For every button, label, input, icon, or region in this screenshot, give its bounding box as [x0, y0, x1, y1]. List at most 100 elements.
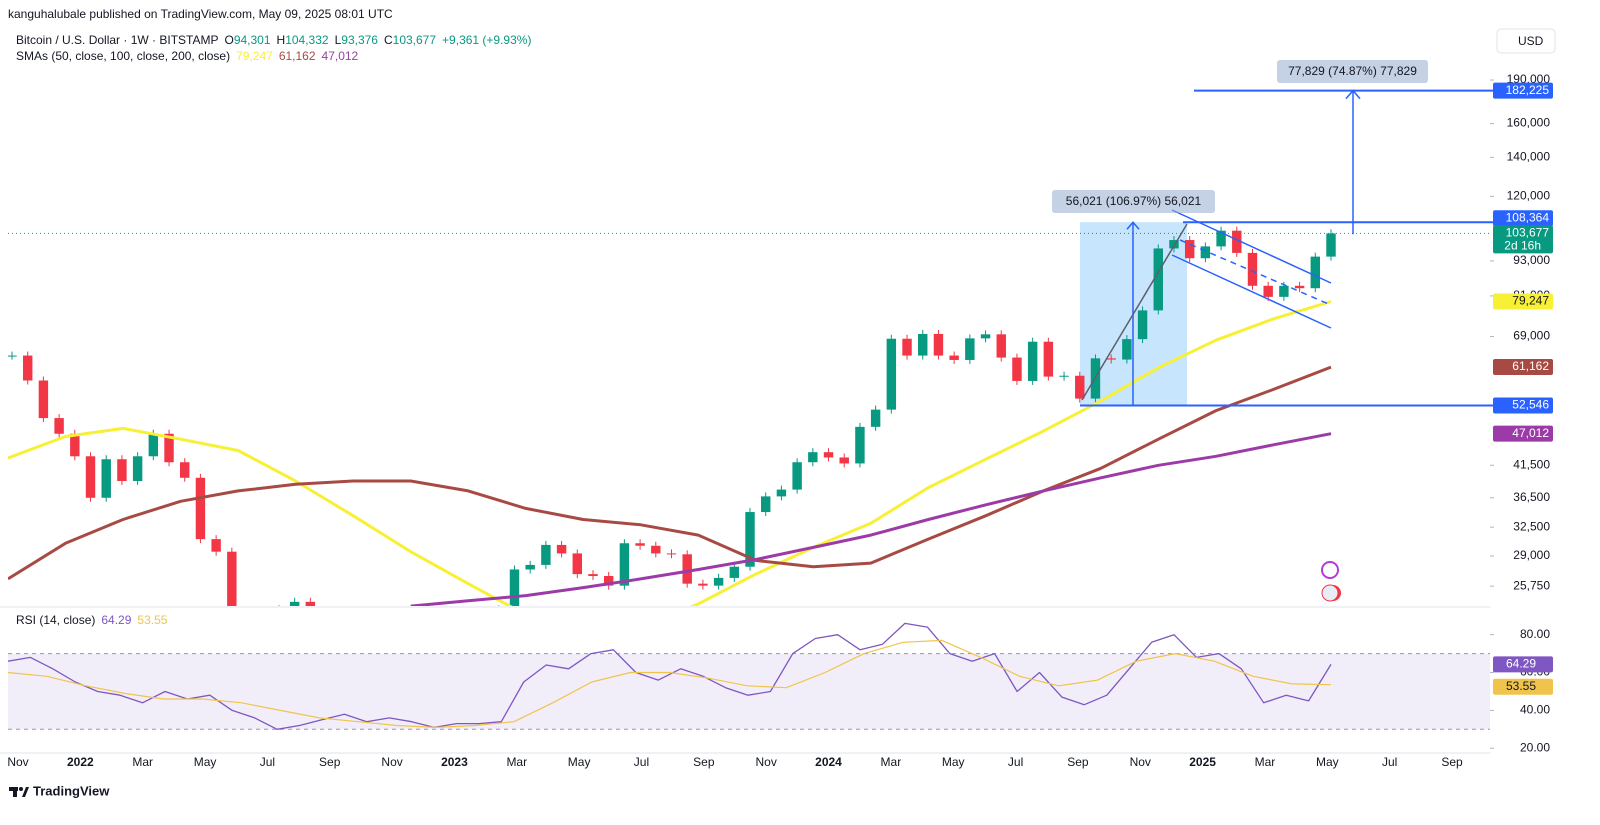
x-tick-label: May	[942, 755, 965, 769]
candle-body	[525, 564, 535, 570]
currency-box[interactable]	[1496, 28, 1556, 54]
candle-body	[949, 355, 959, 360]
candle-body	[556, 544, 567, 554]
candle-body	[572, 553, 582, 575]
sma-legend: SMAs (50, close, 100, close, 200, close)…	[16, 49, 359, 63]
x-tick-label: May	[568, 755, 591, 769]
x-tick-label: Sep	[1067, 755, 1089, 769]
x-tick-label: Nov	[381, 755, 402, 769]
ohlc-key: C	[384, 33, 393, 47]
candle-body	[902, 338, 912, 356]
flag-upper	[1171, 209, 1332, 284]
ohlc-value: 94,301	[234, 33, 271, 47]
price-badge-label: 182,225	[1506, 83, 1550, 97]
arrow-head	[1345, 89, 1361, 100]
candle-body	[70, 433, 80, 457]
candle-body	[996, 334, 1006, 358]
x-tick-label: Jul	[260, 755, 275, 769]
measure-box	[1277, 60, 1428, 83]
rsi-badge	[1493, 656, 1553, 673]
rsi-title: RSI (14, close)	[16, 613, 95, 627]
sma-line	[410, 432, 1332, 606]
candle-body	[651, 545, 661, 554]
candle-body	[1137, 310, 1148, 340]
sma-value: 47,012	[322, 49, 359, 63]
candle-body	[305, 601, 316, 606]
candle-body	[698, 583, 708, 586]
x-tick-label: Mar	[1255, 755, 1276, 769]
y-tick-label: 32,500	[1513, 519, 1550, 533]
rsi-y-tick-label: 40.00	[1520, 703, 1550, 717]
y-tick-label: 29,000	[1513, 548, 1550, 562]
candle-body	[1310, 256, 1321, 289]
sma-value: 79,247	[236, 49, 273, 63]
ohlc-key: O	[224, 33, 233, 47]
candle-body	[1169, 240, 1179, 249]
candle-body	[38, 380, 49, 419]
candle-body	[195, 477, 206, 540]
x-tick-label: Jul	[1008, 755, 1023, 769]
flag-pole	[1081, 223, 1188, 401]
candle-body	[713, 577, 724, 586]
brand-logo	[9, 787, 29, 797]
price-badge	[1493, 210, 1553, 227]
candle-body	[1279, 285, 1289, 297]
x-tick-label: 2024	[815, 755, 842, 769]
countdown: 2d 16h	[1504, 239, 1541, 253]
candle-body	[54, 418, 64, 434]
rsi-value: 53.55	[137, 613, 167, 627]
y-tick-label: 140,000	[1507, 150, 1551, 164]
candle-body	[619, 543, 630, 586]
x-tick-label: Sep	[1441, 755, 1463, 769]
x-tick-label: Mar	[881, 755, 902, 769]
candle-body	[541, 544, 551, 565]
x-tick-label: Sep	[693, 755, 715, 769]
candle-body	[1075, 375, 1085, 399]
rsi-value: 64.29	[101, 613, 131, 627]
candle-body	[666, 553, 677, 555]
rsi-badge	[1493, 678, 1553, 695]
x-tick-label: Nov	[1130, 755, 1151, 769]
candle-body	[22, 355, 33, 381]
x-tick-label: Mar	[132, 755, 153, 769]
candle-body	[776, 489, 787, 497]
ohlc-key: L	[335, 33, 342, 47]
event-icons	[1321, 561, 1341, 602]
candle-body	[1122, 339, 1132, 360]
candle-body	[933, 333, 944, 356]
candle-body	[870, 409, 881, 427]
rsi-pane	[8, 622, 1490, 730]
candle-body	[1059, 375, 1069, 377]
rsi-y-tick-label: 20.00	[1520, 740, 1550, 754]
rsi-legend: RSI (14, close) 64.29 53.55	[16, 613, 168, 627]
candle-body	[148, 433, 159, 457]
candle-body	[1027, 341, 1038, 381]
price-badge-label: 52,546	[1512, 398, 1549, 412]
flag-lower	[1171, 254, 1332, 329]
candle-body	[855, 426, 865, 464]
candle-body	[509, 569, 520, 606]
candle-body	[101, 459, 111, 498]
last-price-label: 103,677	[1506, 226, 1550, 240]
candle-body	[1232, 230, 1242, 253]
candle-body	[1184, 240, 1195, 259]
price-badge	[1493, 293, 1553, 310]
x-tick-label: 2023	[441, 755, 468, 769]
candle-body	[1200, 246, 1211, 259]
candle-body	[745, 512, 755, 567]
candle-body	[1294, 285, 1305, 289]
x-tick-label: Nov	[7, 755, 28, 769]
candle-body	[117, 459, 127, 481]
candle-body	[729, 566, 740, 578]
symbol-title: Bitcoin / U.S. Dollar · 1W · BITSTAMP	[16, 33, 218, 47]
candle-body	[1012, 357, 1022, 381]
x-tick-label: Mar	[506, 755, 527, 769]
last-price-badge	[1493, 225, 1553, 254]
currency: USD	[1518, 34, 1544, 48]
candle-body	[965, 338, 975, 360]
candle-body	[1106, 358, 1116, 360]
candle-body	[164, 433, 174, 463]
y-tick-label: 41,500	[1513, 457, 1550, 471]
candle-body	[603, 575, 614, 586]
